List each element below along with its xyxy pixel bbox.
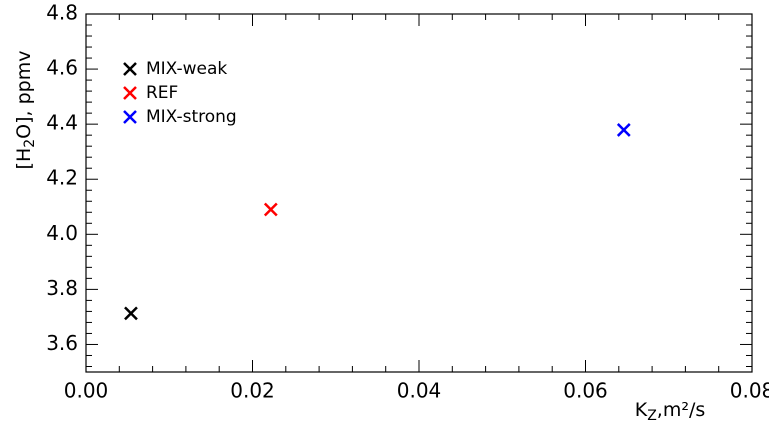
x-tick-label: 0.00 (64, 379, 109, 403)
y-tick-label: 4.2 (46, 166, 78, 190)
y-label-after: O], ppmv (13, 51, 35, 139)
x-tick-label: 0.02 (230, 379, 275, 403)
y-label-before: [H (13, 148, 35, 170)
point (124, 306, 138, 321)
x-label-subscript: Z (647, 408, 657, 424)
y-tick-label: 4.6 (46, 56, 78, 80)
y-tick-label: 3.6 (46, 331, 78, 355)
x-axis-label: KZ,m²/s (635, 399, 706, 425)
legend-label: MIX-strong (146, 107, 237, 127)
x-label-rest: ,m²/s (657, 399, 705, 421)
y-axis-label: [H2O], ppmv (13, 51, 39, 170)
x-tick-label: 0.06 (563, 379, 608, 403)
y-label-subscript: 2 (22, 139, 38, 148)
x-tick-label: 0.08 (730, 379, 769, 403)
point (263, 202, 278, 217)
legend-marker (123, 110, 137, 124)
legend-marker (123, 62, 137, 76)
y-tick-label: 4.8 (46, 1, 78, 25)
x-label-base: K (635, 399, 648, 421)
legend-marker (123, 86, 137, 100)
point (616, 123, 631, 137)
y-tick-label: 4.0 (46, 221, 78, 245)
x-tick-label: 0.04 (397, 379, 442, 403)
y-tick-label: 4.4 (46, 111, 78, 135)
y-tick-label: 3.8 (46, 276, 78, 300)
legend-label: MIX-weak (146, 59, 227, 79)
legend-label: REF (146, 83, 178, 103)
